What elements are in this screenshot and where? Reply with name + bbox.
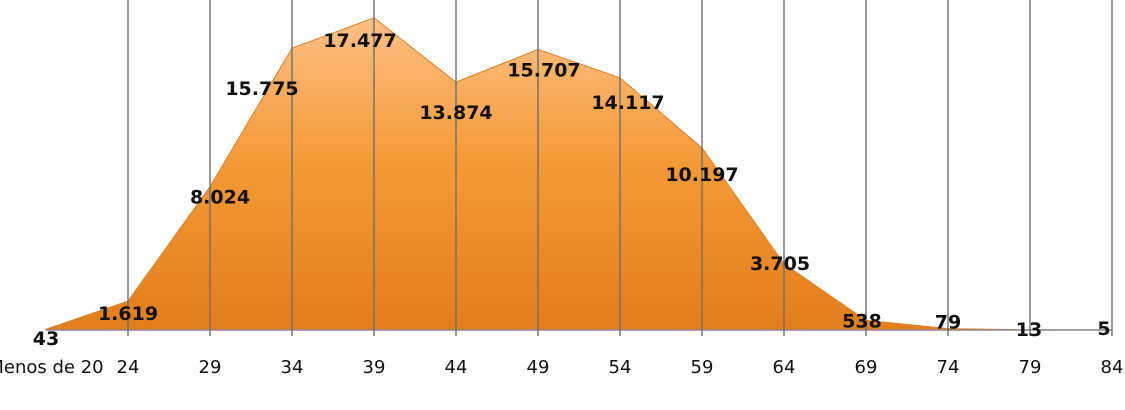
data-label-12: 13 [1016, 319, 1042, 341]
x-tick-label-2: 29 [199, 357, 222, 378]
x-tick-label-8: 59 [691, 357, 714, 378]
x-tick-label-6: 49 [527, 357, 550, 378]
data-label-5: 13.874 [419, 102, 492, 124]
x-tick-label-5: 44 [445, 357, 468, 378]
data-label-10: 538 [842, 310, 882, 332]
x-tick-label-3: 34 [281, 357, 304, 378]
data-label-4: 17.477 [323, 30, 396, 52]
data-label-0: 43 [33, 328, 59, 350]
x-tick-label-10: 69 [855, 357, 878, 378]
data-label-1: 1.619 [98, 303, 158, 325]
data-label-8: 10.197 [665, 164, 738, 186]
x-tick-label-7: 54 [609, 357, 632, 378]
x-tick-label-11: 74 [937, 357, 960, 378]
x-tick-label-0: Menos de 20 [0, 357, 104, 378]
data-label-13: 5 [1097, 318, 1110, 340]
data-label-7: 14.117 [591, 92, 664, 114]
x-tick-label-1: 24 [117, 357, 140, 378]
x-tick-label-4: 39 [363, 357, 386, 378]
data-label-2: 8.024 [190, 187, 250, 209]
x-tick-label-9: 64 [773, 357, 796, 378]
data-label-6: 15.707 [507, 59, 580, 81]
data-label-3: 15.775 [225, 78, 298, 100]
data-label-11: 79 [935, 312, 961, 334]
x-tick-label-12: 79 [1019, 357, 1042, 378]
x-tick-label-13: 84 [1101, 357, 1124, 378]
data-label-9: 3.705 [750, 253, 810, 275]
